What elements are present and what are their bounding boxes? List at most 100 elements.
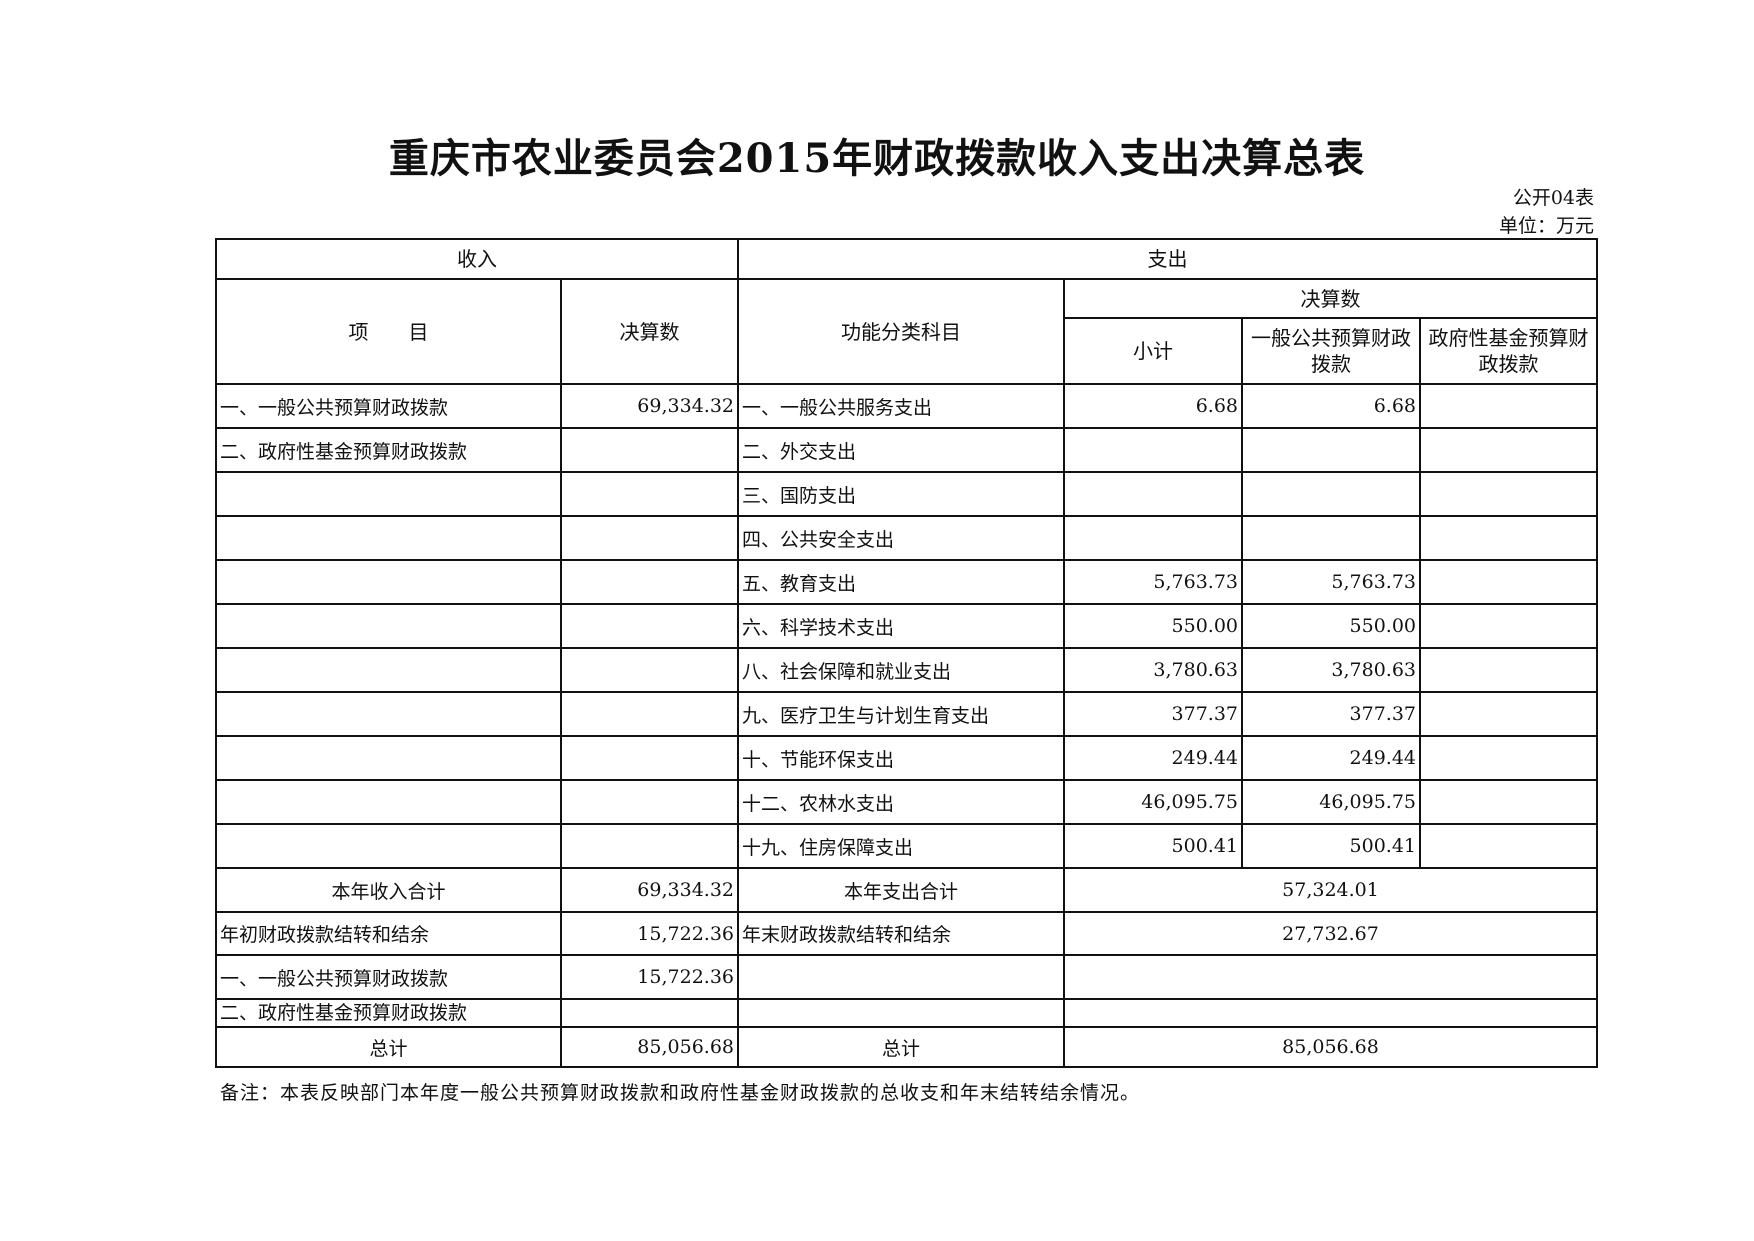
table-row: 一、一般公共预算财政拨款 69,334.32 一、一般公共服务支出 6.68 6.68: [215, 383, 1598, 429]
expense-fund: [1419, 515, 1598, 561]
expense-general: 5,763.73: [1241, 559, 1421, 605]
grand-expense: 85,056.68: [1063, 1026, 1598, 1068]
expense-fund: [1419, 779, 1598, 825]
income-amount: [560, 471, 739, 517]
expense-subtotal: [1063, 515, 1243, 561]
expense-subtotal: 3,780.63: [1063, 647, 1243, 693]
expense-item: 十九、住房保障支出: [737, 823, 1065, 869]
expense-general: 46,095.75: [1241, 779, 1421, 825]
item-header: 项 目: [215, 278, 562, 385]
expense-subtotal: 46,095.75: [1063, 779, 1243, 825]
income-item: [215, 559, 562, 605]
expense-subtotal: 6.68: [1063, 383, 1243, 429]
expense-general: [1241, 427, 1421, 473]
grand-income-label: 总计: [215, 1026, 562, 1068]
expense-subtotal: 500.41: [1063, 823, 1243, 869]
table-row: 八、社会保障和就业支出 3,780.63 3,780.63: [215, 647, 1598, 693]
expense-subtotal: 249.44: [1063, 735, 1243, 781]
page-title: 重庆市农业委员会2015年财政拨款收入支出决算总表: [388, 135, 1366, 182]
grand-expense-label: 总计: [737, 1026, 1065, 1068]
table-row: 十九、住房保障支出 500.41 500.41: [215, 823, 1598, 869]
income-item: 二、政府性基金预算财政拨款: [215, 427, 562, 473]
end-balance: 27,732.67: [1063, 911, 1598, 956]
expense-fund: [1419, 691, 1598, 737]
amount-header: 决算数: [560, 278, 739, 385]
expense-subtotal: [1063, 427, 1243, 473]
income-item: [215, 647, 562, 693]
table-row: 二、政府性基金预算财政拨款 二、外交支出: [215, 427, 1598, 473]
begin-general-label: 一、一般公共预算财政拨款: [215, 954, 562, 1000]
subtotal-header: 小计: [1063, 317, 1243, 385]
general-budget-header: 一般公共预算财政拨款: [1241, 317, 1421, 385]
expense-item: 十二、农林水支出: [737, 779, 1065, 825]
income-amount: [560, 427, 739, 473]
table-row: 九、医疗卫生与计划生育支出 377.37 377.37: [215, 691, 1598, 737]
income-item: [215, 515, 562, 561]
expense-fund: [1419, 735, 1598, 781]
budget-table: 收入 支出 项 目 决算数 功能分类科目 决算数 小计 一般公共预算财政拨款 政…: [215, 238, 1598, 1068]
expense-header: 支出: [737, 238, 1598, 280]
income-item: [215, 471, 562, 517]
expense-fund: [1419, 823, 1598, 869]
expense-fund: [1419, 471, 1598, 517]
income-amount: 69,334.32: [560, 383, 739, 429]
expense-item: 八、社会保障和就业支出: [737, 647, 1065, 693]
income-item: [215, 603, 562, 649]
income-amount: [560, 735, 739, 781]
grand-income: 85,056.68: [560, 1026, 739, 1068]
expense-item: 二、外交支出: [737, 427, 1065, 473]
expense-item: 一、一般公共服务支出: [737, 383, 1065, 429]
gov-fund-header: 政府性基金预算财政拨款: [1419, 317, 1598, 385]
expense-item: 五、教育支出: [737, 559, 1065, 605]
income-amount: [560, 515, 739, 561]
expense-item: 三、国防支出: [737, 471, 1065, 517]
expense-general: 500.41: [1241, 823, 1421, 869]
table-row: 三、国防支出: [215, 471, 1598, 517]
income-header: 收入: [215, 238, 739, 280]
expense-fund: [1419, 647, 1598, 693]
income-amount: [560, 779, 739, 825]
form-number: 公开04表: [1512, 187, 1594, 209]
income-item: [215, 735, 562, 781]
footnote: 备注：本表反映部门本年度一般公共预算财政拨款和政府性基金财政拨款的总收支和年末结…: [220, 1082, 1141, 1104]
income-total-label: 本年收入合计: [215, 867, 562, 913]
expense-item: 九、医疗卫生与计划生育支出: [737, 691, 1065, 737]
expense-item: 四、公共安全支出: [737, 515, 1065, 561]
expense-subtotal: 5,763.73: [1063, 559, 1243, 605]
income-amount: [560, 647, 739, 693]
expense-general: 3,780.63: [1241, 647, 1421, 693]
end-balance-label: 年末财政拨款结转和结余: [737, 911, 1065, 956]
income-total: 69,334.32: [560, 867, 739, 913]
expense-fund: [1419, 559, 1598, 605]
table-row: 六、科学技术支出 550.00 550.00: [215, 603, 1598, 649]
expense-general: 249.44: [1241, 735, 1421, 781]
income-amount: [560, 603, 739, 649]
expense-general: 6.68: [1241, 383, 1421, 429]
expense-general: 377.37: [1241, 691, 1421, 737]
begin-fund-label: 二、政府性基金预算财政拨款: [215, 998, 562, 1028]
final-amount-header: 决算数: [1063, 278, 1598, 319]
income-item: [215, 779, 562, 825]
income-item: [215, 823, 562, 869]
function-category-header: 功能分类科目: [737, 278, 1065, 385]
expense-general: [1241, 515, 1421, 561]
begin-general: 15,722.36: [560, 954, 739, 1000]
expense-subtotal: 377.37: [1063, 691, 1243, 737]
expense-fund: [1419, 427, 1598, 473]
expense-total-label: 本年支出合计: [737, 867, 1065, 913]
expense-total: 57,324.01: [1063, 867, 1598, 913]
expense-general: [1241, 471, 1421, 517]
expense-item: 六、科学技术支出: [737, 603, 1065, 649]
expense-fund: [1419, 383, 1598, 429]
income-amount: [560, 823, 739, 869]
table-row: 十、节能环保支出 249.44 249.44: [215, 735, 1598, 781]
begin-balance: 15,722.36: [560, 911, 739, 956]
table-row: 四、公共安全支出: [215, 515, 1598, 561]
expense-subtotal: 550.00: [1063, 603, 1243, 649]
table-row: 五、教育支出 5,763.73 5,763.73: [215, 559, 1598, 605]
income-amount: [560, 559, 739, 605]
begin-balance-label: 年初财政拨款结转和结余: [215, 911, 562, 956]
income-item: [215, 691, 562, 737]
expense-general: 550.00: [1241, 603, 1421, 649]
income-amount: [560, 691, 739, 737]
